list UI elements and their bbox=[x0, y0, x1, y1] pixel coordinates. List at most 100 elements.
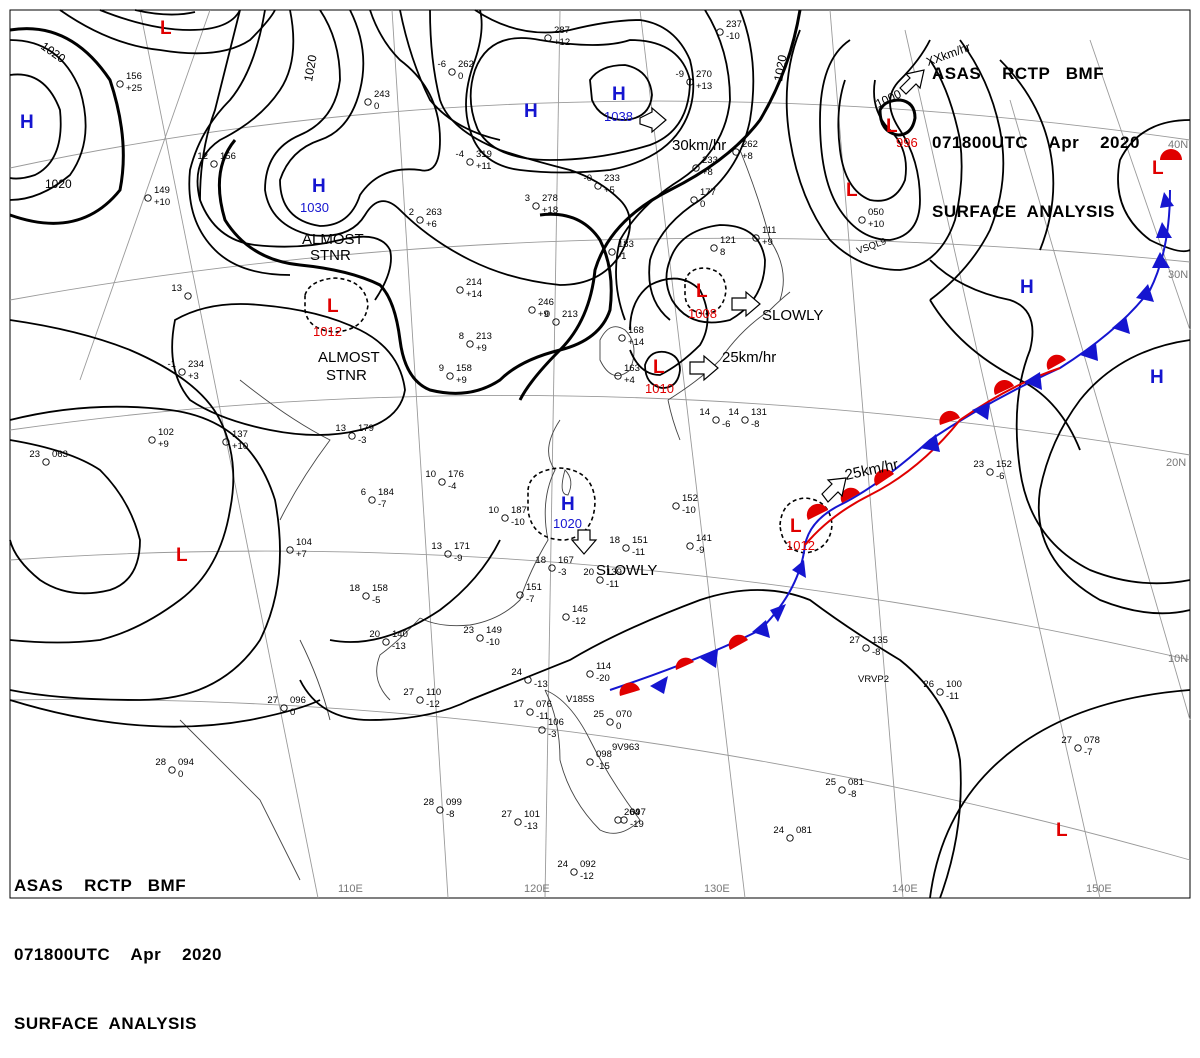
station-temperature: 18 bbox=[349, 583, 360, 594]
header-line2: 071800UTC Apr 2020 bbox=[932, 133, 1140, 152]
station-plot: 168+14 bbox=[618, 325, 644, 348]
high-pressure-center: H bbox=[612, 84, 626, 105]
station-circle bbox=[606, 718, 614, 726]
cold-front-triangle bbox=[1112, 316, 1130, 334]
isobar-east-b bbox=[648, 9, 755, 321]
station-circle bbox=[446, 372, 454, 380]
station-pressure: 140 bbox=[392, 629, 408, 640]
isobar-l1008-dashed bbox=[684, 267, 727, 315]
meridian-100e bbox=[79, 9, 211, 381]
station-plot: -0 233+5 bbox=[584, 173, 620, 196]
isobar-h-far-east bbox=[1037, 339, 1191, 615]
station-circle bbox=[538, 726, 546, 734]
isobars bbox=[9, 9, 1191, 899]
station-pressure: 214 bbox=[466, 277, 482, 288]
station-circle bbox=[532, 202, 540, 210]
station-pressure: 184 bbox=[378, 487, 394, 498]
station-temperature: 0 bbox=[545, 309, 550, 320]
station-pressure: 096 bbox=[290, 695, 306, 706]
station-plot: 27 101-13 bbox=[501, 809, 539, 832]
station-tendency: -7 bbox=[1084, 747, 1092, 758]
high-pressure-center: H bbox=[524, 101, 538, 122]
ship-id: 9V963 bbox=[612, 742, 639, 753]
station-plot: 262+8 bbox=[732, 139, 758, 162]
isobar-l996-mid bbox=[837, 79, 907, 202]
station-circle bbox=[862, 644, 870, 652]
high-pressure-center: H bbox=[1020, 277, 1034, 298]
isobar-top-left bbox=[59, 9, 276, 55]
station-pressure: 145 bbox=[572, 604, 588, 615]
station-pressure: 097 bbox=[630, 807, 646, 818]
station-temperature: 6 bbox=[361, 487, 366, 498]
cold-front-triangle bbox=[1156, 222, 1172, 238]
station-circle bbox=[596, 576, 604, 584]
station-pressure: 233 bbox=[702, 155, 718, 166]
station-plot: 12 156 bbox=[197, 151, 236, 168]
station-circle bbox=[586, 758, 594, 766]
isobar-l1012-east-dashed bbox=[779, 497, 833, 554]
station-temperature: 10 bbox=[425, 469, 436, 480]
motion-arrow bbox=[639, 106, 667, 134]
station-pressure: 243 bbox=[374, 89, 390, 100]
station-circle bbox=[570, 868, 578, 876]
isobar-east-c bbox=[929, 39, 1005, 301]
station-temperature: 14 bbox=[728, 407, 739, 418]
station-plot: 114-20 bbox=[586, 661, 611, 684]
station-circle bbox=[144, 194, 152, 202]
cold-front-triangle bbox=[752, 620, 770, 638]
low-pressure-value: 1012 bbox=[313, 324, 342, 339]
station-tendency: -4 bbox=[448, 481, 456, 492]
isobar-l1010 bbox=[644, 350, 681, 389]
isobar-l1008 bbox=[665, 224, 766, 324]
station-plot: 23 152-6 bbox=[973, 459, 1011, 482]
meridian-110e bbox=[139, 9, 319, 899]
isobar-top-left-core bbox=[134, 9, 196, 16]
station-plot: 102+9 bbox=[148, 427, 174, 450]
lon-label: 140E bbox=[892, 883, 918, 895]
cold-front-triangle bbox=[770, 604, 786, 622]
header-top: ASAS RCTP BMF 071800UTC Apr 2020 SURFACE… bbox=[932, 16, 1140, 246]
station-plot: 25 081-8 bbox=[825, 777, 863, 800]
station-circle bbox=[686, 78, 694, 86]
low-pressure-center: L bbox=[846, 180, 858, 201]
station-circle bbox=[416, 216, 424, 224]
station-pressure: 158 bbox=[372, 583, 388, 594]
station-circle bbox=[286, 546, 294, 554]
station-tendency: -10 bbox=[682, 505, 696, 516]
station-plot: 24 081 bbox=[773, 825, 812, 842]
lon-label: 110E bbox=[338, 883, 363, 895]
parallel-0 bbox=[9, 698, 1191, 861]
cold-front-triangle bbox=[1080, 343, 1098, 361]
station-plot: 13 179-3 bbox=[335, 423, 373, 446]
isobar-h1038-outer bbox=[465, 9, 695, 174]
station-temperature: 27 bbox=[1061, 735, 1072, 746]
surface-analysis-map: 1020 1020 1020 1020 1000 bbox=[9, 9, 1191, 899]
station-temperature: 24 bbox=[511, 667, 522, 678]
station-pressure: 121 bbox=[720, 235, 736, 246]
isobar-east-a bbox=[615, 9, 731, 321]
station-temperature: 13 bbox=[431, 541, 442, 552]
low-pressure-center: L bbox=[696, 281, 708, 302]
station-circle bbox=[752, 234, 760, 242]
station-plot: 13 171-9 bbox=[431, 541, 469, 564]
station-plot: 111+9 bbox=[752, 225, 776, 248]
station-pressure: 098 bbox=[596, 749, 612, 760]
station-circle bbox=[526, 708, 534, 716]
motion-arrow bbox=[570, 529, 598, 555]
isobar-south-china bbox=[329, 539, 501, 643]
station-tendency: -12 bbox=[426, 699, 440, 710]
motion-label: SLOWLY bbox=[596, 562, 657, 579]
station-tendency: 0 bbox=[290, 707, 295, 718]
station-circle bbox=[222, 438, 230, 446]
station-tendency: +10 bbox=[232, 441, 248, 452]
warm-front-semicircle bbox=[619, 682, 640, 696]
cold-front-triangle bbox=[1160, 192, 1174, 208]
station-pressure: 176 bbox=[448, 469, 464, 480]
meridian-115e bbox=[391, 9, 449, 899]
isobar-central-g bbox=[399, 9, 501, 141]
station-circle bbox=[528, 306, 536, 314]
station-tendency: -13 bbox=[534, 679, 548, 690]
station-temperature: 28 bbox=[155, 757, 166, 768]
motion-arrow bbox=[821, 477, 847, 503]
